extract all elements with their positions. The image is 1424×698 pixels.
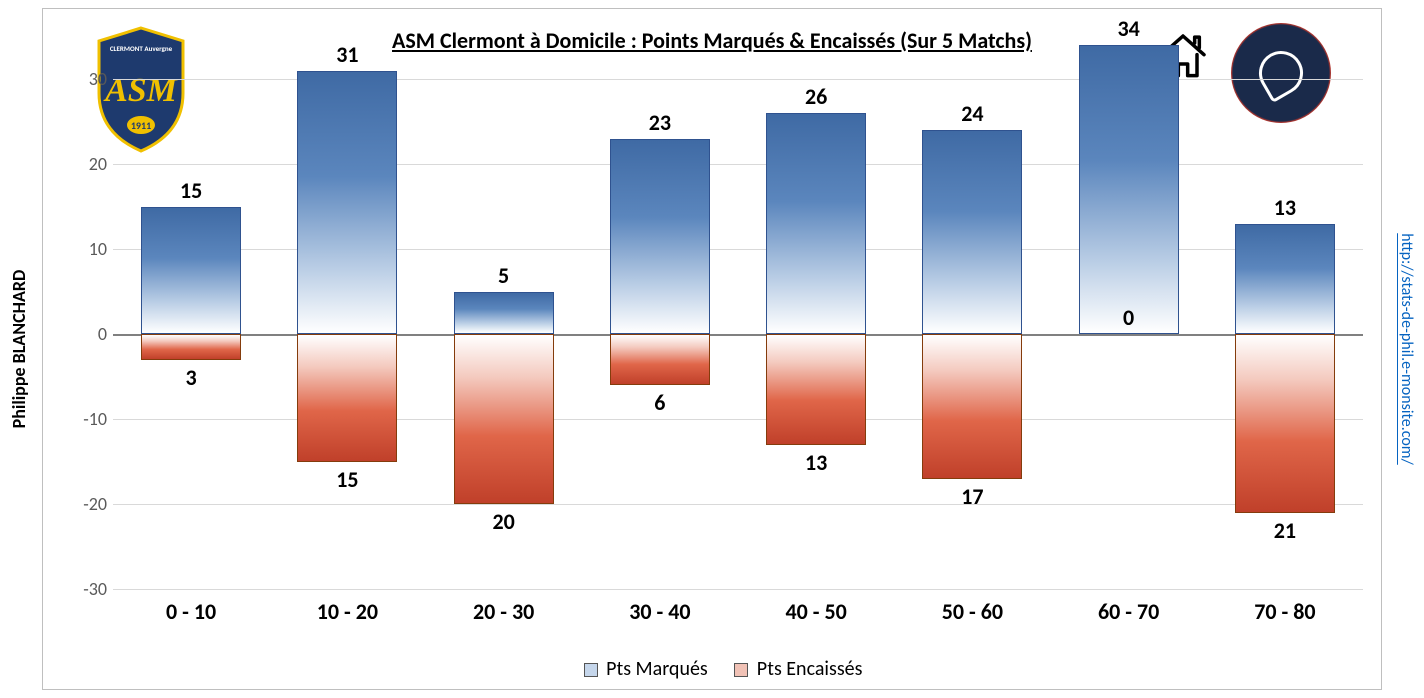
x-tick: 70 - 80 (1254, 598, 1315, 625)
bar-scored (922, 130, 1022, 334)
bar-scored-label: 15 (180, 177, 202, 204)
bar-scored (610, 139, 710, 335)
bar-scored (141, 207, 241, 335)
bar-scored (297, 71, 397, 335)
y-tick: 0 (63, 323, 107, 345)
plot-area: -30-20-1001020301530 - 10311510 - 205202… (113, 79, 1363, 589)
bar-conceded-label: 13 (805, 449, 827, 476)
bar-scored-label: 31 (336, 41, 358, 68)
legend-swatch-scored (584, 663, 598, 677)
x-tick: 30 - 40 (629, 598, 690, 625)
x-tick: 0 - 10 (166, 598, 216, 625)
bar-scored (1235, 224, 1335, 335)
bar-scored (454, 292, 554, 335)
bar-conceded-label: 21 (1274, 517, 1296, 544)
bar-conceded (766, 334, 866, 445)
chart-container: ASM Clermont à Domicile : Points Marqués… (42, 8, 1382, 690)
legend-scored-label: Pts Marqués (606, 657, 708, 681)
bar-conceded-label: 0 (1123, 304, 1134, 331)
bar-scored-label: 34 (1117, 15, 1139, 42)
y-tick: -30 (63, 578, 107, 600)
bar-conceded-label: 20 (492, 508, 514, 535)
x-tick: 40 - 50 (785, 598, 846, 625)
bar-scored-label: 24 (961, 100, 983, 127)
legend: Pts Marqués Pts Encaissés (43, 657, 1381, 681)
legend-swatch-conceded (734, 663, 748, 677)
grid-line (113, 589, 1363, 590)
url-link[interactable]: http://stats-de-phil.e-monsite.com/ (1397, 233, 1416, 465)
author-label: Philippe BLANCHARD (8, 270, 30, 429)
y-tick: -10 (63, 408, 107, 430)
y-tick: -20 (63, 493, 107, 515)
x-tick: 20 - 30 (473, 598, 534, 625)
bar-conceded-label: 15 (336, 466, 358, 493)
bar-scored-label: 5 (498, 262, 509, 289)
x-tick: 50 - 60 (942, 598, 1003, 625)
legend-conceded-label: Pts Encaissés (757, 657, 863, 681)
bar-scored (766, 113, 866, 334)
bar-scored-label: 13 (1274, 194, 1296, 221)
bar-conceded (141, 334, 241, 360)
y-tick: 20 (63, 153, 107, 175)
bar-conceded (454, 334, 554, 504)
bar-conceded (1235, 334, 1335, 513)
grid-line (113, 504, 1363, 505)
bar-conceded-label: 3 (186, 364, 197, 391)
y-tick: 30 (63, 68, 107, 90)
y-tick: 10 (63, 238, 107, 260)
bar-scored-label: 23 (649, 109, 671, 136)
bar-scored-label: 26 (805, 83, 827, 110)
bar-conceded-label: 6 (654, 389, 665, 416)
x-tick: 60 - 70 (1098, 598, 1159, 625)
bar-conceded (610, 334, 710, 385)
bar-conceded (922, 334, 1022, 479)
bar-conceded-label: 17 (961, 483, 983, 510)
svg-text:CLERMONT Auvergne: CLERMONT Auvergne (110, 44, 173, 53)
bar-scored (1079, 45, 1179, 334)
bar-conceded (297, 334, 397, 462)
x-tick: 10 - 20 (317, 598, 378, 625)
